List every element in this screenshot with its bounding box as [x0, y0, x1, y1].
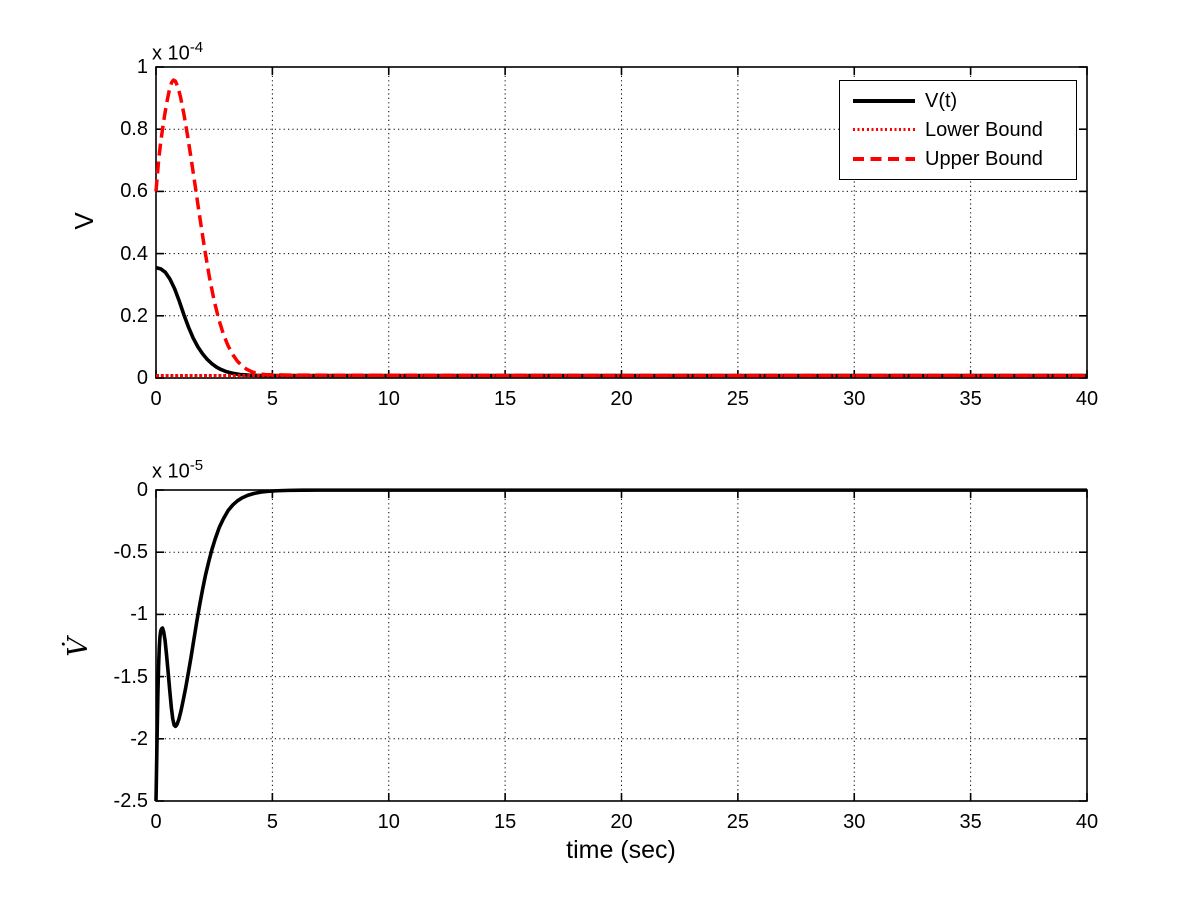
y-tick-label: -2.5	[113, 790, 148, 812]
axes-border	[155, 66, 1088, 379]
x-tick-label: 40	[1075, 811, 1099, 833]
x-tick-label: 20	[610, 388, 633, 410]
plot-V: 0 5 10 15 20 25 30 35 40 0 0.2 0.4 0.6 0.8 1	[120, 56, 1098, 410]
x-tick-label: 15	[494, 388, 517, 410]
y-tick-label: 1	[136, 56, 148, 78]
plot-Vdot: 0 5 10 15 20 25 30 35 40 -2.5 -2 -1.5 -1 -0.5 0	[114, 479, 1099, 833]
exponent-base-upper: x 10	[152, 42, 190, 65]
y-tick-label: 0	[136, 367, 148, 389]
x-axis-label: time (sec)	[566, 836, 676, 864]
y-tick-label: -2	[130, 727, 148, 750]
x-tick-label: 10	[377, 811, 400, 833]
series-Upper Bound	[154, 78, 1087, 378]
legend-box: V(t) Lower Bound Upper Bound	[839, 80, 1077, 180]
legend-entry-vt: V(t)	[853, 90, 1076, 112]
y-axis-exponent-upper: x 10-4	[152, 40, 203, 66]
y-axis-label-V: V	[69, 212, 99, 230]
exponent-base-lower: x 10	[152, 460, 190, 483]
legend-entry-upper-bound: Upper Bound	[853, 148, 1076, 170]
x-tick-label: 25	[726, 811, 749, 833]
series-V(t)	[155, 265, 1087, 378]
x-tick-label: 5	[266, 388, 278, 410]
x-tick-label: 0	[150, 388, 162, 410]
x-tick-label: 20	[610, 811, 633, 833]
legend-line-sample-solid	[853, 98, 915, 103]
legend-line-sample-dotted	[853, 128, 915, 132]
y-tick-label: 0.4	[120, 242, 148, 265]
legend-label-vt: V(t)	[925, 89, 958, 112]
y-tick-label: 0.8	[120, 118, 148, 141]
x-tick-label: 15	[494, 811, 517, 833]
x-tick-label: 10	[377, 388, 400, 410]
y-tick-label: -1	[130, 603, 148, 626]
x-tick-label: 5	[266, 811, 278, 833]
lower-plot-canvas	[154, 488, 1088, 802]
y-axis-label-Vdot: V̇	[63, 637, 94, 657]
x-tick-label: 25	[726, 388, 749, 410]
exponent-power-lower: -5	[189, 457, 204, 474]
y-tick-label: 0.2	[120, 304, 148, 327]
y-tick-label: 0	[136, 479, 148, 501]
legend-label-upper-bound: Upper Bound	[925, 148, 1043, 171]
x-tick-label: 35	[959, 388, 982, 410]
x-tick-label: 40	[1075, 388, 1099, 410]
x-tick-label: 30	[843, 811, 866, 833]
upper-plot-canvas	[154, 66, 1088, 379]
x-tick-label: 35	[959, 811, 982, 833]
y-tick-label: -1.5	[113, 665, 148, 688]
series-Vdot	[154, 488, 1087, 802]
y-tick-label: -0.5	[113, 541, 148, 564]
x-tick-label: 0	[150, 811, 162, 833]
legend-label-lower-bound: Lower Bound	[925, 118, 1043, 141]
exponent-power-upper: -4	[189, 39, 204, 56]
legend-entry-lower-bound: Lower Bound	[853, 119, 1076, 141]
y-tick-label: 0.6	[120, 180, 148, 203]
x-tick-label: 30	[843, 388, 866, 410]
legend-line-sample-dashed	[853, 157, 915, 162]
y-axis-exponent-lower: x 10-5	[152, 458, 203, 484]
